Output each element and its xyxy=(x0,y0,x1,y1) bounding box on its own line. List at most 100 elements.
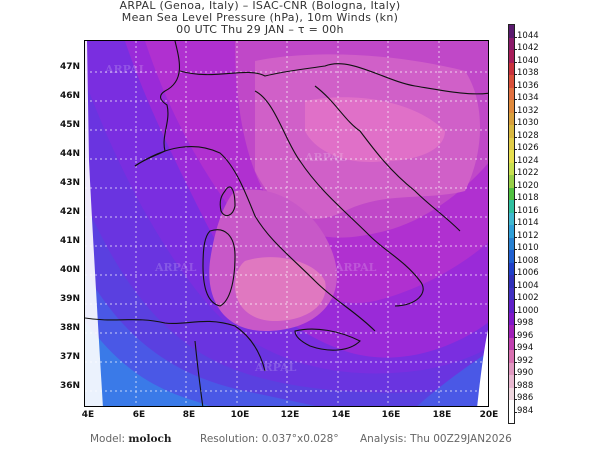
lat-label: 43N xyxy=(59,178,80,188)
lat-label: 47N xyxy=(59,62,80,72)
svg-text:ARPAL: ARPAL xyxy=(304,151,347,164)
colorbar-tick xyxy=(514,149,517,150)
colorbar-level-label: 1006 xyxy=(517,268,539,278)
colorbar-tick xyxy=(514,336,517,338)
colorbar-tick xyxy=(514,324,517,325)
pressure-map: ARPAL ARPAL ARPAL ARPAL ARPAL xyxy=(84,40,489,407)
colorbar-segment xyxy=(509,325,514,339)
colorbar-level-label: 988 xyxy=(517,380,534,391)
colorbar-tick xyxy=(514,174,517,175)
lon-label: 10E xyxy=(230,410,250,420)
colorbar-level-label: 984 xyxy=(517,405,534,416)
colorbar-tick xyxy=(514,61,517,63)
colorbar-level-label: 1042 xyxy=(517,43,539,53)
chart-title-institutions: ARPAL (Genoa, Italy) – ISAC-CNR (Bologna… xyxy=(119,0,401,12)
lon-label: 4E xyxy=(81,410,95,420)
colorbar-tick xyxy=(514,361,517,363)
lon-label: 20E xyxy=(479,410,499,420)
colorbar-segment xyxy=(509,275,514,289)
colorbar-tick xyxy=(514,299,517,300)
colorbar-level-label: 1012 xyxy=(517,230,539,241)
colorbar-tick xyxy=(514,111,517,113)
colorbar-segment xyxy=(509,225,514,239)
lat-label: 37N xyxy=(59,352,80,362)
colorbar-tick xyxy=(514,49,517,50)
lat-label: 40N xyxy=(59,265,80,275)
colorbar-tick xyxy=(514,286,517,288)
colorbar-level-label: 1030 xyxy=(517,118,539,128)
colorbar-level-label: 1008 xyxy=(517,255,539,266)
colorbar-level-label: 990 xyxy=(517,368,534,378)
lon-label: 6E xyxy=(132,410,146,420)
colorbar-tick xyxy=(514,399,517,400)
colorbar-segment xyxy=(509,200,514,214)
colorbar-segment xyxy=(509,175,514,189)
footer-model: Model: moloch xyxy=(90,433,172,445)
lat-label: 41N xyxy=(59,236,80,246)
colorbar-tick xyxy=(514,224,517,225)
colorbar-tick xyxy=(514,36,517,38)
colorbar-level-label: 1004 xyxy=(517,280,539,291)
colorbar-level-label: 1036 xyxy=(517,80,539,91)
colorbar-level-label: 1024 xyxy=(517,155,539,166)
colorbar-segment xyxy=(509,112,514,126)
footer-resolution: Resolution: 0.037°x0.028° xyxy=(200,433,339,445)
colorbar-level-label: 1016 xyxy=(517,205,539,216)
colorbar-segment xyxy=(509,400,514,414)
lon-label: 8E xyxy=(182,410,196,420)
colorbar-level-label: 1032 xyxy=(517,105,539,116)
colorbar-segment xyxy=(509,25,514,39)
colorbar-level-label: 1010 xyxy=(517,243,539,253)
colorbar-tick xyxy=(514,124,517,125)
footer-analysis: Analysis: Thu 00Z29JAN2026 xyxy=(360,433,512,445)
lat-label: 44N xyxy=(59,149,80,159)
colorbar-level-label: 996 xyxy=(517,330,534,341)
colorbar-tick xyxy=(514,236,517,238)
chart-title-variable: Mean Sea Level Pressure (hPa), 10m Winds… xyxy=(121,11,399,24)
svg-text:ARPAL: ARPAL xyxy=(254,361,297,374)
colorbar-tick xyxy=(514,261,517,263)
colorbar-tick xyxy=(514,186,517,188)
colorbar-level-label: 1034 xyxy=(517,93,539,103)
lat-label: 36N xyxy=(59,381,80,391)
model-value: moloch xyxy=(128,433,172,445)
colorbar-segment xyxy=(509,387,514,401)
colorbar-segment xyxy=(509,50,514,64)
colorbar-level-label: 1038 xyxy=(517,68,539,78)
resolution-value: 0.037°x0.028° xyxy=(261,433,339,445)
colorbar-segment xyxy=(509,350,514,364)
lat-label: 38N xyxy=(59,323,80,333)
watermark: ARPAL xyxy=(104,63,147,76)
lat-label: 45N xyxy=(59,120,80,130)
colorbar-tick xyxy=(514,74,517,75)
colorbar-segment xyxy=(509,62,514,76)
colorbar-level-label: 1002 xyxy=(517,293,539,303)
colorbar-segment xyxy=(509,212,514,226)
colorbar-segment xyxy=(509,337,514,351)
lat-label: 39N xyxy=(59,294,80,304)
colorbar-tick xyxy=(514,136,517,138)
lat-label: 42N xyxy=(59,207,80,217)
colorbar-segment xyxy=(509,37,514,51)
colorbar-level-label: 1000 xyxy=(517,305,539,316)
colorbar-level-label: 1014 xyxy=(517,218,539,228)
colorbar-segment xyxy=(509,162,514,176)
colorbar-segment xyxy=(509,137,514,151)
colorbar-tick xyxy=(514,386,517,388)
resolution-label: Resolution: xyxy=(200,433,259,445)
colorbar-segment xyxy=(509,187,514,201)
colorbar-level-label: 1020 xyxy=(517,180,539,191)
colorbar-segment xyxy=(509,125,514,139)
colorbar-tick xyxy=(514,161,517,163)
analysis-value: Thu 00Z29JAN2026 xyxy=(410,433,512,445)
colorbar-segment xyxy=(509,87,514,101)
colorbar-level-label: 1040 xyxy=(517,55,539,66)
colorbar-tick xyxy=(514,99,517,100)
colorbar-segment xyxy=(509,362,514,376)
pressure-colorbar xyxy=(508,24,515,424)
lon-label: 14E xyxy=(331,410,351,420)
colorbar-tick xyxy=(514,86,517,88)
colorbar-level-label: 992 xyxy=(517,355,534,366)
colorbar-segment xyxy=(509,375,514,389)
colorbar-segment xyxy=(509,300,514,314)
